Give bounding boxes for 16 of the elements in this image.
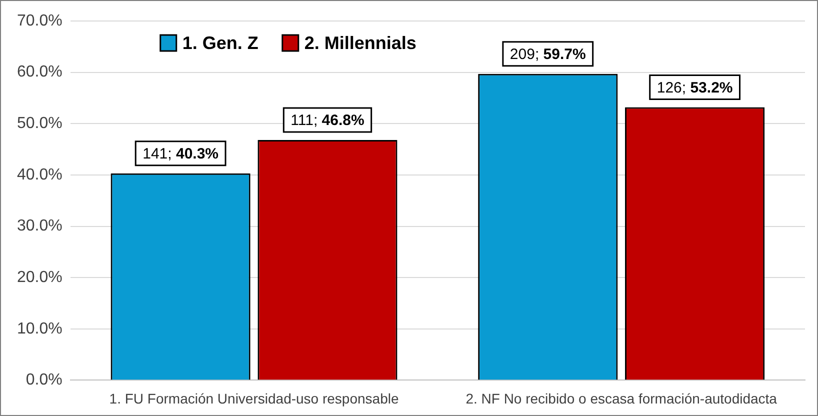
data-label: 111; 46.8%: [290, 112, 364, 130]
y-tick-label: 20.0%: [16, 268, 62, 286]
y-tick-label: 0.0%: [26, 372, 62, 389]
legend-label: 1. Gen. Z: [182, 32, 258, 53]
x-tick-label: 1. FU Formación Universidad-uso responsable: [109, 390, 399, 406]
data-label: 126; 53.2%: [656, 79, 733, 96]
y-tick-label: 70.0%: [16, 12, 62, 30]
x-tick-label: 2. NF No recibido o escasa formación-autodidacta: [466, 390, 778, 406]
data-label: 141; 40.3%: [142, 146, 219, 163]
y-tick-label: 30.0%: [16, 218, 62, 235]
y-tick-label: 60.0%: [16, 64, 62, 81]
y-tick-label: 50.0%: [16, 115, 62, 132]
legend-label: 2. Millennials: [304, 32, 416, 53]
data-label: 209; 59.7%: [510, 46, 586, 63]
y-tick-label: 10.0%: [16, 320, 62, 338]
y-tick-label: 40.0%: [16, 166, 62, 184]
